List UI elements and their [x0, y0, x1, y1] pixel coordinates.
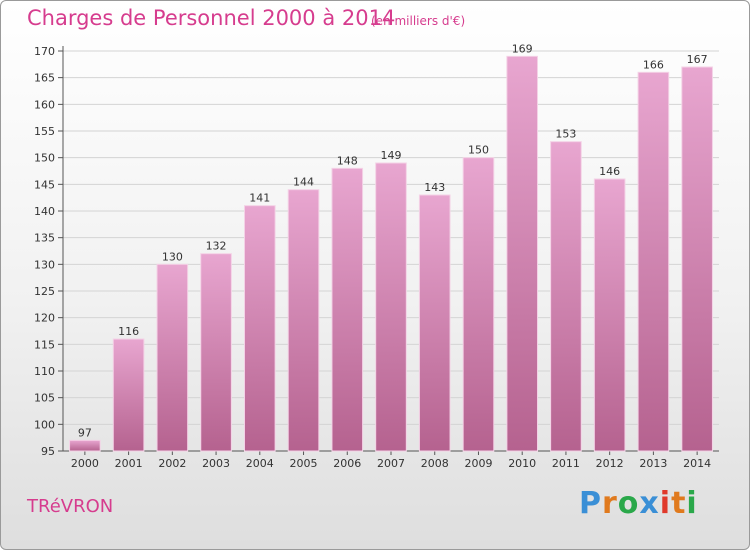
bar-2006	[331, 167, 364, 452]
x-tick-label-2012: 2012	[596, 457, 624, 470]
commune-name: TRéVRON	[27, 496, 114, 517]
y-tick-label: 125	[34, 285, 55, 298]
value-label-2009: 150	[468, 144, 489, 157]
y-tick-label: 120	[34, 312, 55, 325]
bar-2008	[418, 194, 451, 452]
y-tick-label: 165	[34, 72, 55, 85]
y-tick-label: 100	[34, 418, 55, 431]
bar-2013	[637, 71, 670, 452]
x-tick-label-2011: 2011	[552, 457, 580, 470]
labels: 95 100 105 110 115 120 125 130 135 140 145 150 155 16…	[34, 42, 711, 470]
value-label-2006: 148	[337, 154, 358, 167]
bars	[69, 55, 713, 452]
x-tick-label-2006: 2006	[333, 457, 361, 470]
x-tick-label-2007: 2007	[377, 457, 405, 470]
bar-2012	[593, 178, 626, 452]
y-tick-label: 135	[34, 232, 55, 245]
y-tick-label: 115	[34, 338, 55, 351]
bar-2011	[550, 141, 582, 452]
bar-2007	[375, 162, 407, 452]
unit-label: (en milliers d'€)	[371, 14, 466, 28]
logo-letter: i	[659, 486, 672, 521]
value-label-2007: 149	[381, 149, 402, 162]
value-label-2000: 97	[78, 426, 92, 439]
x-tick-label-2004: 2004	[246, 457, 274, 470]
value-label-2010: 169	[512, 42, 533, 55]
bar-2009	[462, 157, 495, 452]
y-tick-label: 140	[34, 205, 55, 218]
value-label-2008: 143	[424, 181, 445, 194]
x-tick-label-2000: 2000	[71, 457, 99, 470]
x-tick-label-2009: 2009	[464, 457, 492, 470]
x-tick-label-2001: 2001	[115, 457, 143, 470]
x-tick-label-2008: 2008	[421, 457, 449, 470]
y-tick-label: 145	[34, 178, 55, 191]
y-tick-label: 130	[34, 258, 55, 271]
bar-2000	[69, 439, 101, 452]
value-label-2005: 144	[293, 176, 314, 189]
y-tick-label: 105	[34, 392, 55, 405]
bar-2003	[200, 253, 232, 452]
value-label-2012: 146	[599, 165, 620, 178]
chart-title: Charges de Personnel 2000 à 2014	[27, 6, 396, 30]
value-label-2004: 141	[249, 192, 270, 205]
x-tick-label-2013: 2013	[639, 457, 667, 470]
value-label-2011: 153	[555, 128, 576, 141]
y-tick-label: 95	[41, 445, 55, 458]
bar-2001	[112, 338, 145, 452]
y-tick-label: 110	[34, 365, 55, 378]
logo-letter: t	[671, 486, 687, 521]
logo-letter: i	[686, 486, 698, 521]
logo-letter: r	[602, 486, 618, 521]
proxiti-logo: Proxiti	[579, 486, 698, 521]
bar-2002	[156, 263, 189, 452]
x-tick-label-2003: 2003	[202, 457, 230, 470]
value-label-2002: 130	[162, 250, 183, 263]
bar-2010	[506, 55, 539, 452]
x-tick-label-2005: 2005	[290, 457, 318, 470]
x-tick-label-2014: 2014	[683, 457, 711, 470]
bar-2004	[243, 205, 276, 452]
y-tick-label: 155	[34, 125, 55, 138]
value-label-2003: 132	[206, 240, 227, 253]
value-label-2014: 167	[687, 53, 708, 66]
bar-2014	[681, 66, 713, 452]
y-tick-label: 150	[34, 152, 55, 165]
x-tick-label-2010: 2010	[508, 457, 536, 470]
x-tick-label-2002: 2002	[158, 457, 186, 470]
logo-letter: x	[639, 486, 660, 521]
y-tick-label: 170	[34, 45, 55, 58]
value-label-2001: 116	[118, 325, 139, 338]
logo-letter: o	[617, 486, 640, 521]
logo-letter: P	[579, 486, 602, 521]
bar-2005	[287, 189, 320, 452]
value-label-2013: 166	[643, 58, 664, 71]
y-tick-label: 160	[34, 98, 55, 111]
